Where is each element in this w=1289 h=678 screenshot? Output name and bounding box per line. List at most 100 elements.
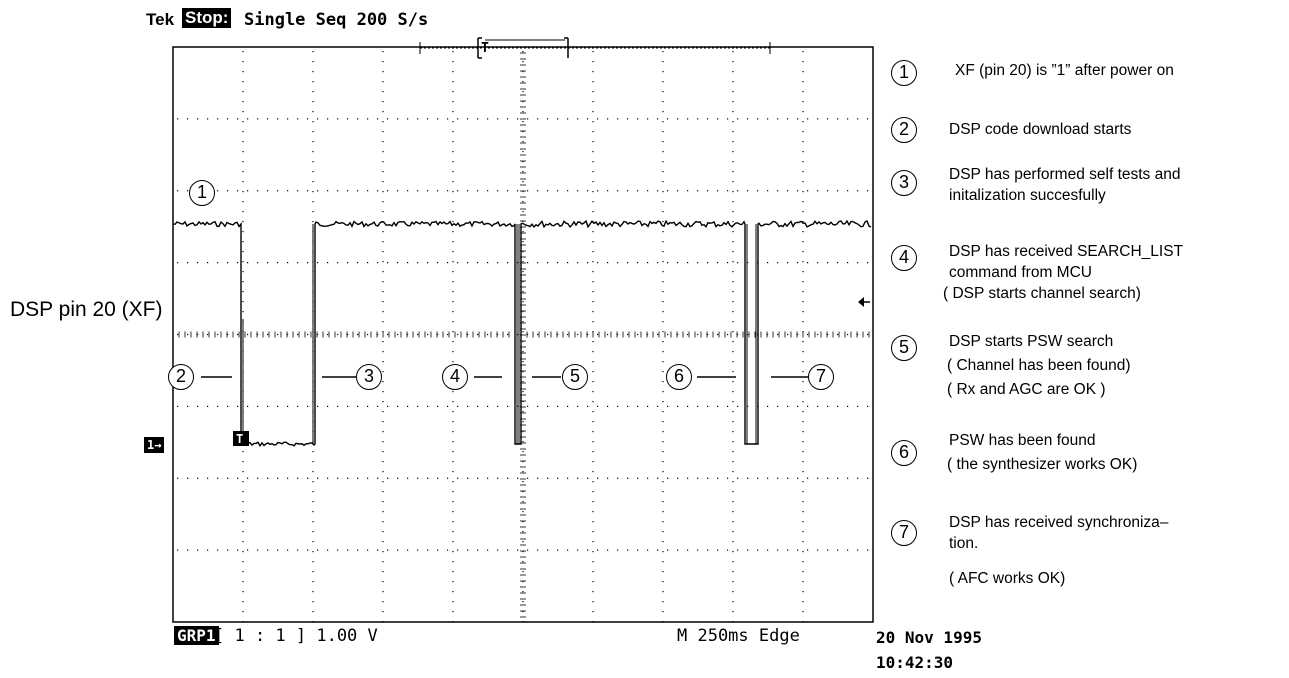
grid-dot bbox=[747, 190, 749, 192]
grid-dot bbox=[547, 262, 549, 264]
grid-dot bbox=[592, 241, 594, 243]
grid-dot bbox=[667, 262, 669, 264]
grid-dot bbox=[437, 549, 439, 551]
grid-dot bbox=[467, 405, 469, 407]
grid-dot bbox=[522, 561, 524, 563]
grid-dot bbox=[382, 591, 384, 593]
grid-dot bbox=[802, 361, 804, 363]
grid-dot bbox=[732, 401, 734, 403]
grid-dot bbox=[522, 251, 524, 253]
grid-dot bbox=[647, 477, 649, 479]
grid-dot bbox=[757, 190, 759, 192]
grid-dot bbox=[382, 531, 384, 533]
grid-dot bbox=[732, 261, 734, 263]
grid-dot bbox=[357, 477, 359, 479]
grid-dot bbox=[312, 201, 314, 203]
grid-dot bbox=[592, 281, 594, 283]
grid-dot bbox=[247, 190, 249, 192]
grid-dot bbox=[452, 131, 454, 133]
grid-dot bbox=[257, 262, 259, 264]
grid-dot bbox=[242, 291, 244, 293]
grid-dot bbox=[242, 571, 244, 573]
grid-dot bbox=[607, 118, 609, 120]
grid-dot bbox=[662, 451, 664, 453]
grid-dot bbox=[397, 190, 399, 192]
grid-dot bbox=[732, 541, 734, 543]
grid-dot bbox=[527, 405, 529, 407]
grid-dot bbox=[802, 211, 804, 213]
grid-dot bbox=[497, 190, 499, 192]
grid-dot bbox=[467, 118, 469, 120]
grid-dot bbox=[802, 591, 804, 593]
grid-dot bbox=[787, 118, 789, 120]
grid-dot bbox=[267, 262, 269, 264]
grid-dot bbox=[312, 191, 314, 193]
grid-dot bbox=[662, 121, 664, 123]
grid-dot bbox=[257, 405, 259, 407]
grid-dot bbox=[767, 405, 769, 407]
grid-dot bbox=[592, 251, 594, 253]
grid-dot bbox=[802, 291, 804, 293]
grid-dot bbox=[457, 549, 459, 551]
grid-dot bbox=[337, 405, 339, 407]
grid-dot bbox=[802, 461, 804, 463]
grid-dot bbox=[277, 190, 279, 192]
grid-dot bbox=[662, 221, 664, 223]
grid-dot bbox=[312, 491, 314, 493]
grid-dot bbox=[187, 549, 189, 551]
grid-dot bbox=[777, 333, 779, 336]
grid-dot bbox=[802, 151, 804, 153]
grid-dot bbox=[522, 551, 524, 553]
grid-dot bbox=[837, 118, 839, 120]
grid-dot bbox=[837, 477, 839, 479]
grid-dot bbox=[847, 549, 849, 551]
channel-1-ground-marker: 1→ bbox=[144, 437, 165, 453]
grid-dot bbox=[287, 549, 289, 551]
grid-dot bbox=[592, 431, 594, 433]
grid-dot bbox=[677, 333, 679, 336]
grid-dot bbox=[452, 581, 454, 583]
grid-dot bbox=[837, 262, 839, 264]
grid-dot bbox=[382, 141, 384, 143]
grid-dot bbox=[522, 481, 524, 483]
grid-dot bbox=[522, 151, 524, 153]
grid-dot bbox=[357, 333, 359, 336]
grid-dot bbox=[837, 549, 839, 551]
grid-dot bbox=[732, 111, 734, 113]
grid-dot bbox=[607, 190, 609, 192]
grid-dot bbox=[567, 190, 569, 192]
grid-dot bbox=[557, 477, 559, 479]
grid-dot bbox=[452, 111, 454, 113]
grid-dot bbox=[447, 190, 449, 192]
grid-dot bbox=[857, 477, 859, 479]
grid-dot bbox=[457, 262, 459, 264]
grid-dot bbox=[732, 391, 734, 393]
grid-dot bbox=[452, 161, 454, 163]
grid-dot bbox=[592, 61, 594, 63]
grid-dot bbox=[662, 101, 664, 103]
grid-dot bbox=[617, 262, 619, 264]
grid-dot bbox=[662, 391, 664, 393]
grid-dot bbox=[522, 141, 524, 143]
grid-dot bbox=[537, 477, 539, 479]
grid-dot bbox=[787, 190, 789, 192]
grid-dot bbox=[592, 371, 594, 373]
grid-dot bbox=[242, 161, 244, 163]
grid-dot bbox=[497, 405, 499, 407]
grid-dot bbox=[312, 111, 314, 113]
legend-text-3: DSP has performed self tests and initali… bbox=[949, 164, 1180, 206]
grid-dot bbox=[847, 190, 849, 192]
grid-dot bbox=[727, 262, 729, 264]
grid-dot bbox=[397, 477, 399, 479]
grid-dot bbox=[592, 311, 594, 313]
trigger-level-arrow bbox=[858, 297, 864, 307]
grid-dot bbox=[312, 101, 314, 103]
grid-dot bbox=[312, 141, 314, 143]
grid-dot bbox=[662, 471, 664, 473]
grid-dot bbox=[647, 405, 649, 407]
grid-dot bbox=[507, 405, 509, 407]
grid-dot bbox=[802, 171, 804, 173]
grid-dot bbox=[607, 262, 609, 264]
grid-dot bbox=[592, 391, 594, 393]
grid-dot bbox=[452, 481, 454, 483]
